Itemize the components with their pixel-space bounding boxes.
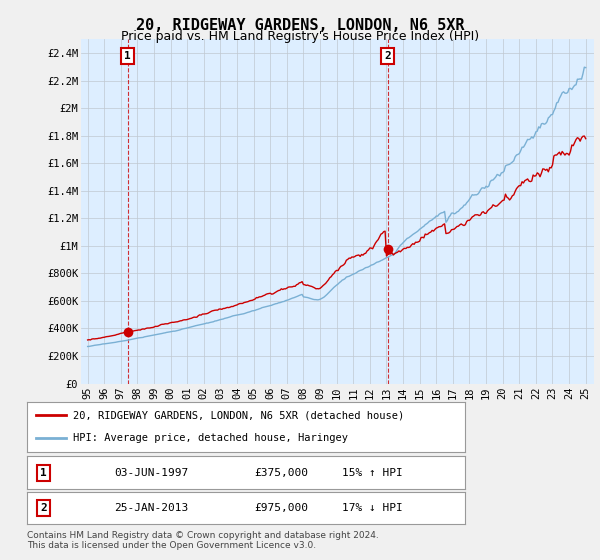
Text: Contains HM Land Registry data © Crown copyright and database right 2024.
This d: Contains HM Land Registry data © Crown c…	[27, 531, 379, 550]
Text: 1: 1	[124, 51, 131, 60]
Text: £375,000: £375,000	[255, 468, 309, 478]
Text: 17% ↓ HPI: 17% ↓ HPI	[343, 503, 403, 513]
Text: 20, RIDGEWAY GARDENS, LONDON, N6 5XR: 20, RIDGEWAY GARDENS, LONDON, N6 5XR	[136, 18, 464, 33]
Text: 03-JUN-1997: 03-JUN-1997	[115, 468, 189, 478]
Text: 25-JAN-2013: 25-JAN-2013	[115, 503, 189, 513]
Text: 15% ↑ HPI: 15% ↑ HPI	[343, 468, 403, 478]
Text: HPI: Average price, detached house, Haringey: HPI: Average price, detached house, Hari…	[73, 433, 348, 444]
Text: 20, RIDGEWAY GARDENS, LONDON, N6 5XR (detached house): 20, RIDGEWAY GARDENS, LONDON, N6 5XR (de…	[73, 410, 404, 420]
Text: Price paid vs. HM Land Registry's House Price Index (HPI): Price paid vs. HM Land Registry's House …	[121, 30, 479, 43]
Text: 1: 1	[40, 468, 47, 478]
Text: 2: 2	[40, 503, 47, 513]
Text: 2: 2	[384, 51, 391, 60]
Text: £975,000: £975,000	[255, 503, 309, 513]
